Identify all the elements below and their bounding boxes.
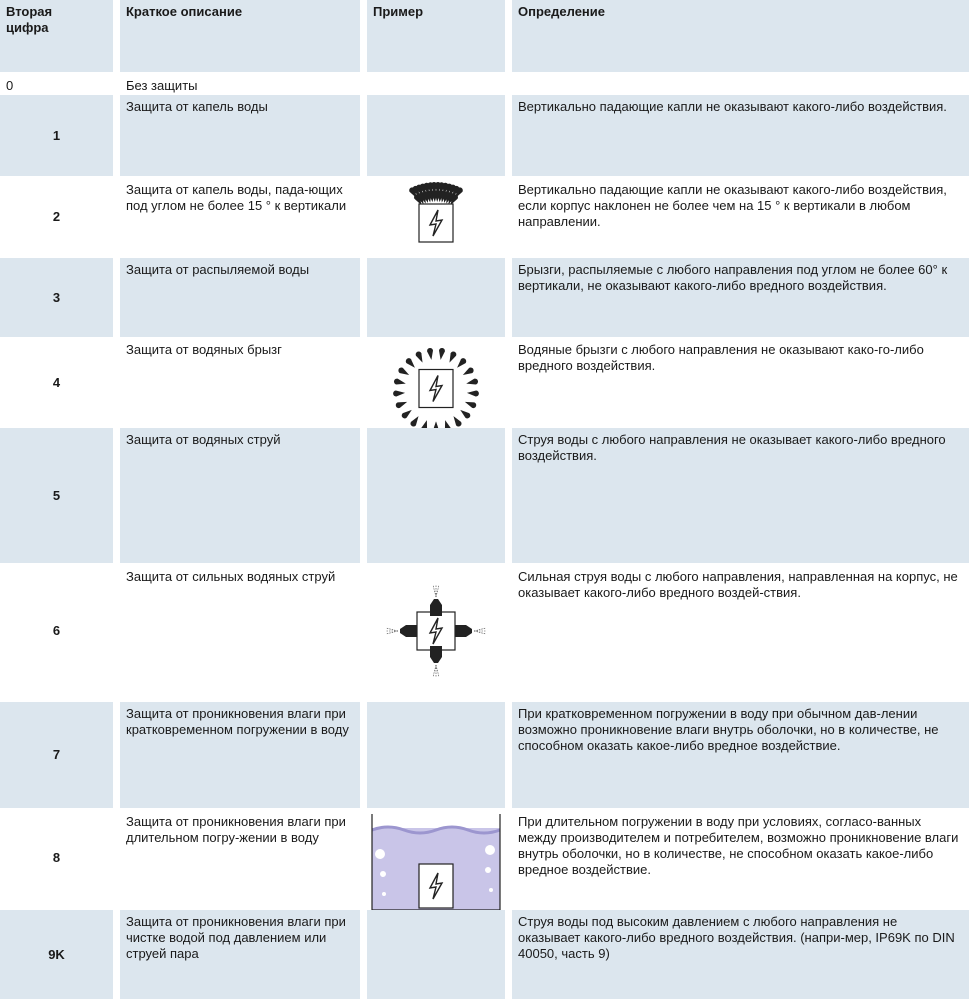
jet <box>435 584 440 598</box>
digit-cell: 0 <box>6 78 14 93</box>
description-cell: Защита от капель воды, пада-ющих под угл… <box>126 182 347 213</box>
drop <box>393 390 406 397</box>
jet <box>473 630 487 635</box>
digit-cell: 4 <box>52 374 61 390</box>
example-cell <box>367 428 505 563</box>
header-cell: Вторая цифра <box>0 0 113 72</box>
jet <box>385 627 399 632</box>
bubble <box>380 871 386 877</box>
description-cell: Защита от водяных брызг <box>126 342 282 357</box>
jet <box>435 664 440 678</box>
digit-cell: 6 <box>52 623 61 638</box>
wave <box>371 825 501 835</box>
jet <box>385 630 399 635</box>
bubble <box>375 849 385 859</box>
nozzle <box>456 625 472 637</box>
jet <box>432 664 437 678</box>
definition-cell: Вертикально падающие капли не оказывают … <box>518 182 947 229</box>
definition-cell: Струя воды с любого направления не оказы… <box>512 428 969 563</box>
nozzle <box>400 625 416 637</box>
drop <box>410 416 419 427</box>
digit-cell: 8 <box>52 849 61 865</box>
definition-cell: Сильная струя воды с любого направления,… <box>518 569 958 600</box>
drop <box>462 367 474 375</box>
drop <box>401 409 412 419</box>
digit-cell: 1 <box>0 95 113 176</box>
bolt <box>428 375 444 402</box>
header-cell: Краткое описание <box>120 0 360 72</box>
definition-cell: Струя воды под высоким давлением с любог… <box>512 910 969 999</box>
example-cell <box>367 910 505 999</box>
drop <box>405 358 415 368</box>
drop <box>466 390 479 397</box>
drop <box>395 401 408 409</box>
example-cell <box>367 178 505 256</box>
example-cell <box>367 702 505 808</box>
definition-cell: Вертикально падающие капли не оказывают … <box>512 95 969 176</box>
drop <box>460 409 471 419</box>
enclosure <box>418 368 454 409</box>
enclosure <box>418 203 454 243</box>
drop <box>438 347 445 360</box>
jet <box>473 627 487 632</box>
digit-cell: 9K <box>0 910 113 999</box>
definition-cell: При длительном погружении в воду при усл… <box>518 814 959 877</box>
definition-cell: При кратковременном погружении в воду пр… <box>512 702 969 808</box>
bolt <box>428 872 444 900</box>
jet <box>432 584 437 598</box>
bolt <box>428 617 444 645</box>
drop <box>449 351 457 363</box>
description-cell: Защита от проникновения влаги при длител… <box>126 814 346 845</box>
drop <box>398 367 410 375</box>
enclosure <box>418 863 454 909</box>
drop <box>464 401 477 409</box>
description-cell: Защита от распыляемой воды <box>120 258 360 337</box>
description-cell: Защита от капель воды <box>120 95 360 176</box>
description-cell: Защита от водяных струй <box>120 428 360 563</box>
description-cell: Защита от проникновения влаги при чистке… <box>120 910 360 999</box>
example-cell <box>367 565 505 697</box>
definition-cell: Водяные брызги с любого направления не о… <box>518 342 924 373</box>
example-cell <box>367 258 505 337</box>
drop <box>450 194 458 206</box>
nozzle <box>430 647 442 663</box>
bubble <box>485 867 491 873</box>
bolt <box>428 209 444 237</box>
bubble <box>485 845 495 855</box>
drop <box>427 347 434 360</box>
header-cell: Пример <box>367 0 505 72</box>
drop <box>453 416 462 427</box>
digit-cell: 3 <box>0 258 113 337</box>
description-cell: Защита от проникновения влаги при кратко… <box>120 702 360 808</box>
bubble <box>382 892 386 896</box>
digit-cell: 2 <box>52 209 61 224</box>
digit-cell: 7 <box>0 702 113 808</box>
header-cell: Определение <box>512 0 969 72</box>
drop <box>415 351 423 363</box>
description-cell: Защита от сильных водяных струй <box>126 569 336 584</box>
example-cell <box>367 810 505 905</box>
definition-cell: Брызги, распыляемые с любого направления… <box>512 258 969 337</box>
description-cell: Без защиты <box>126 78 198 93</box>
drop <box>457 358 467 368</box>
bubble <box>489 888 493 892</box>
example-cell <box>367 95 505 176</box>
digit-cell: 5 <box>0 428 113 563</box>
nozzle <box>430 599 442 615</box>
drop <box>466 378 478 385</box>
example-cell <box>367 338 505 427</box>
drop <box>394 378 406 385</box>
